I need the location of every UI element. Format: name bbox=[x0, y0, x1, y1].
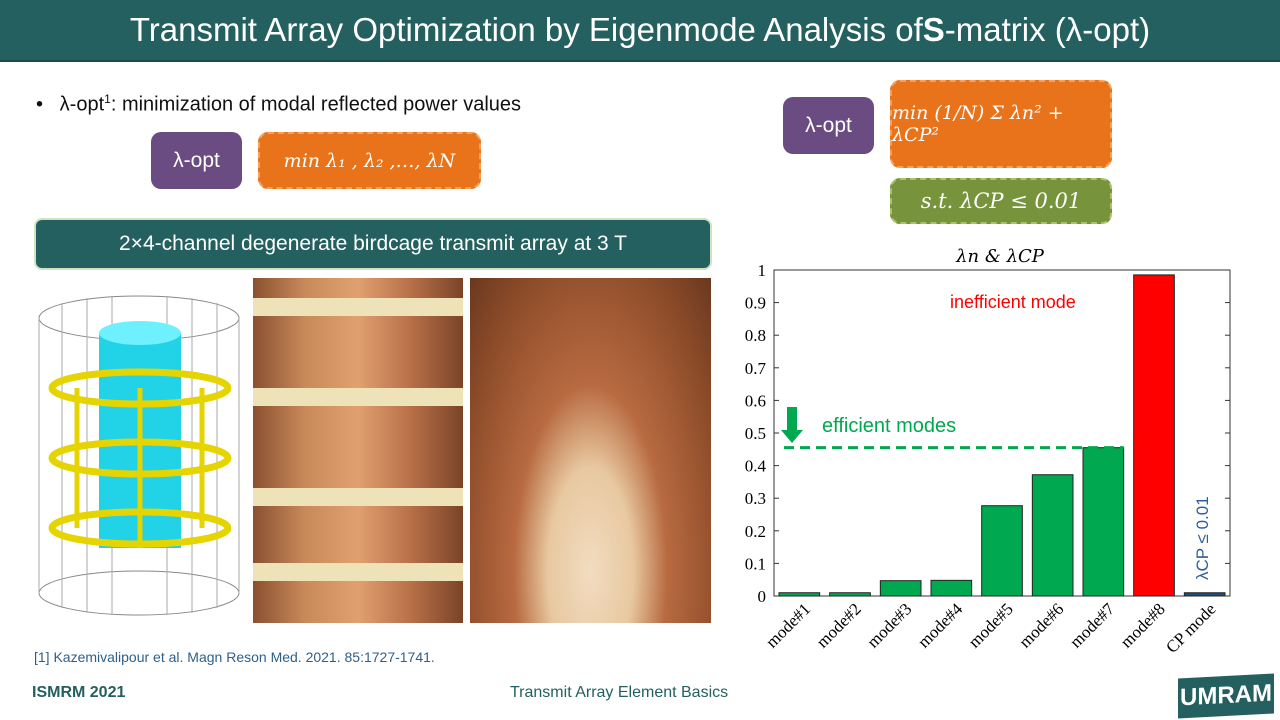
x-tick-label: mode#7 bbox=[1066, 599, 1119, 652]
left-formula: min λ₁ , λ₂ ,…, λN bbox=[258, 132, 481, 189]
y-tick-label: 0.2 bbox=[745, 522, 766, 541]
inefficient-mode-label: inefficient mode bbox=[950, 292, 1076, 312]
slide-title: Transmit Array Optimization by Eigenmode… bbox=[0, 0, 1280, 62]
y-tick-label: 0.3 bbox=[745, 489, 766, 508]
footer-conference: ISMRM 2021 bbox=[32, 684, 126, 701]
bar-CPmode bbox=[1183, 592, 1226, 597]
efficient-modes-label: efficient modes bbox=[822, 415, 956, 437]
birdcage-model-drawing bbox=[38, 295, 240, 616]
umram-logo: UMRAM bbox=[1178, 673, 1274, 719]
y-tick-label: 0.6 bbox=[745, 391, 766, 410]
title-text-end: -matrix (λ-opt) bbox=[944, 11, 1151, 48]
lambda-opt-label-left: λ-opt bbox=[151, 132, 242, 189]
y-tick-label: 0 bbox=[758, 587, 767, 606]
y-tick-label: 0.8 bbox=[745, 326, 766, 345]
x-tick-label: mode#5 bbox=[965, 599, 1017, 651]
bullet-point: • λ-opt1: minimization of modal reflecte… bbox=[36, 92, 522, 116]
cp-constraint-label: λCP ≤ 0.01 bbox=[1193, 496, 1212, 580]
lambda-opt-label-right: λ-opt bbox=[783, 97, 874, 154]
x-tick-label: mode#3 bbox=[863, 599, 915, 651]
right-formula: min (1/N) Σ λn² + λCP² bbox=[890, 80, 1112, 168]
footnote-mark: 1 bbox=[104, 92, 111, 106]
array-banner: 2×4-channel degenerate birdcage transmit… bbox=[34, 218, 712, 270]
bar-mode2 bbox=[829, 592, 871, 597]
down-arrow-head-icon bbox=[781, 430, 803, 443]
bar-mode6 bbox=[1031, 474, 1074, 597]
birdcage-photo-interior bbox=[470, 278, 711, 623]
y-tick-label: 0.9 bbox=[745, 294, 766, 313]
x-tick-label: CP mode bbox=[1162, 599, 1219, 656]
bar-mode5 bbox=[981, 505, 1023, 597]
bullet-text: λ-opt bbox=[59, 93, 105, 116]
x-tick-label: mode#6 bbox=[1015, 599, 1067, 651]
eigenvalue-bar-chart: λn & λCP 0 0.1 0.2 0.3 0.4 0.5 0.6 0.7 0.8 0.9 1 mod… bbox=[745, 246, 1231, 657]
bar-mode3 bbox=[879, 580, 922, 597]
title-text: Transmit Array Optimization by Eigenmode… bbox=[129, 11, 923, 48]
bar-mode1 bbox=[778, 592, 821, 597]
y-tick-label: 0.5 bbox=[745, 424, 766, 443]
x-tick-label: mode#2 bbox=[813, 599, 865, 651]
x-tick-label: mode#1 bbox=[762, 599, 814, 651]
y-tick-label: 0.1 bbox=[745, 554, 766, 573]
x-tick-label: mode#8 bbox=[1117, 599, 1169, 651]
y-tick-label: 0.4 bbox=[745, 457, 767, 476]
y-tick-label: 0.7 bbox=[745, 359, 767, 378]
y-tick-label: 1 bbox=[758, 261, 767, 280]
x-tick-label: mode#4 bbox=[914, 599, 967, 652]
bullet-rest: : minimization of modal reflected power … bbox=[110, 93, 522, 116]
birdcage-photo-exterior bbox=[253, 278, 463, 623]
constraint-formula: s.t. λCP ≤ 0.01 bbox=[890, 178, 1112, 224]
down-arrow-icon bbox=[787, 407, 797, 432]
bar-mode8 bbox=[1133, 274, 1175, 597]
chart-title: λn & λCP bbox=[955, 246, 1045, 267]
reference-citation: [1] Kazemivalipour et al. Magn Reson Med… bbox=[34, 649, 435, 665]
bar-mode4 bbox=[930, 579, 973, 597]
title-bold: S bbox=[922, 11, 945, 48]
bar-mode7 bbox=[1082, 447, 1125, 597]
footer-section: Transmit Array Element Basics bbox=[510, 684, 729, 701]
